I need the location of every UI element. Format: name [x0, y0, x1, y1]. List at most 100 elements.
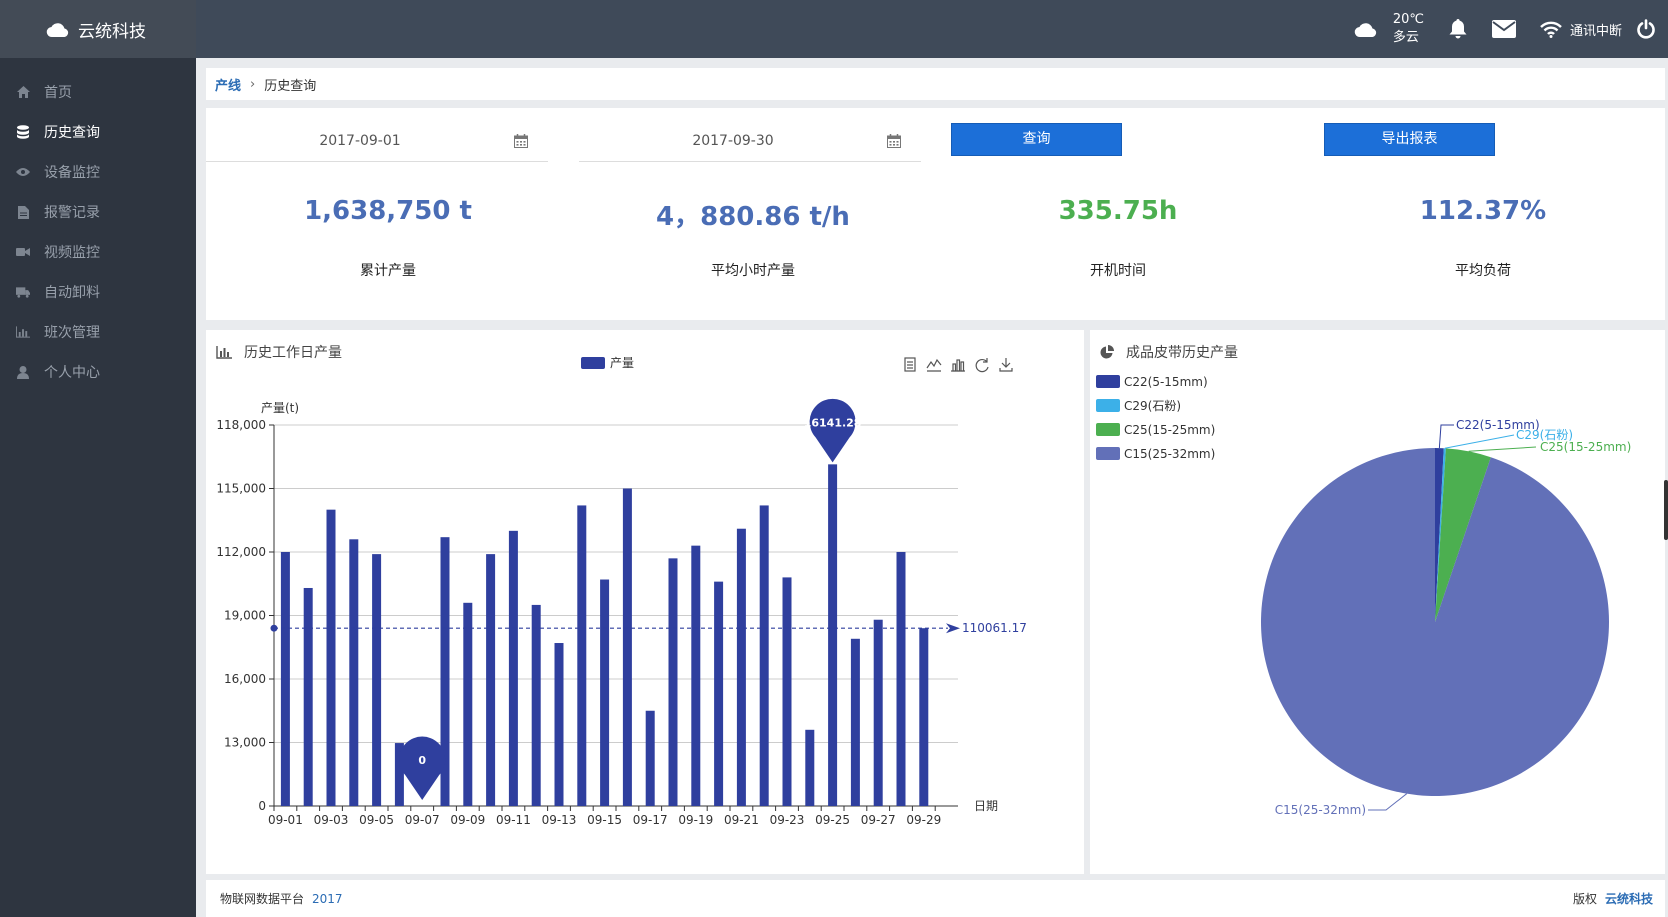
pie-leader-line: [1438, 424, 1454, 449]
bar: [372, 554, 382, 806]
sidebar-item-2[interactable]: 设备监控: [0, 152, 196, 192]
logo[interactable]: 云统科技: [0, 0, 196, 58]
stat-label: 开机时间: [1090, 263, 1146, 279]
bell-icon[interactable]: [1448, 18, 1468, 40]
restore-icon[interactable]: [975, 358, 989, 373]
file-icon: [16, 205, 30, 219]
bar: [280, 552, 290, 806]
weather-widget: 20℃ 多云: [1353, 11, 1424, 47]
chevron-right-icon: ›: [250, 76, 256, 92]
bar: [850, 638, 860, 806]
database-icon: [16, 125, 30, 139]
marker-label: 0: [418, 754, 426, 767]
legend-item: 产量: [581, 356, 634, 370]
stat-label: 平均负荷: [1455, 263, 1511, 279]
footer-year: 2017: [312, 892, 343, 906]
user-icon: [16, 365, 30, 379]
x-tick-label: 09-17: [633, 813, 668, 827]
y-tick-label: 112,000: [216, 545, 266, 559]
bar: [531, 604, 541, 806]
sidebar-item-label: 自动卸料: [44, 285, 100, 301]
pie-label: C15(25-32mm): [1275, 803, 1366, 817]
daily-output-chart-panel: 历史工作日产量 产量 产量(t) 0 13,000 16,000 19,000 112,00…: [206, 330, 1084, 874]
query-button[interactable]: 查询: [951, 123, 1122, 156]
breadcrumb-current: 历史查询: [264, 78, 317, 94]
sidebar-item-label: 班次管理: [44, 325, 100, 341]
end-date-field[interactable]: 2017-09-30: [579, 120, 921, 162]
belt-output-pie-panel: 成品皮带历史产量 C22(5-15mm) C29(石粉) C25(15-25mm) C…: [1090, 330, 1665, 874]
bar: [919, 628, 929, 806]
sidebar-item-4[interactable]: 视频监控: [0, 232, 196, 272]
legend-swatch: [1096, 399, 1120, 412]
sidebar-item-6[interactable]: 班次管理: [0, 312, 196, 352]
stat-total-output: 1,638,750 t 累计产量: [206, 196, 570, 280]
stat-running-time: 335.75h 开机时间: [936, 196, 1300, 280]
logo-text: 云统科技: [78, 21, 146, 42]
power-icon[interactable]: [1636, 19, 1656, 39]
start-date-field[interactable]: 2017-09-01: [206, 120, 548, 162]
data-view-icon[interactable]: [904, 357, 916, 372]
legend-swatch: [1096, 447, 1120, 460]
network-status[interactable]: 通讯中断: [1540, 20, 1622, 39]
chart-toolbox: [904, 357, 1013, 373]
bar-chart-icon: [16, 325, 30, 339]
x-tick-label: 09-29: [906, 813, 941, 827]
bar: [645, 710, 655, 806]
breadcrumb-link-production-line[interactable]: 产线: [215, 78, 242, 94]
sidebar-item-0[interactable]: 首页: [0, 72, 196, 112]
x-tick-label: 09-19: [678, 813, 713, 827]
sidebar-item-3[interactable]: 报警记录: [0, 192, 196, 232]
scrollbar-handle[interactable]: [1664, 480, 1668, 540]
marker-pin: [399, 736, 446, 800]
panel-title-text: 成品皮带历史产量: [1126, 345, 1238, 361]
temperature: 20℃: [1392, 12, 1424, 27]
pie-chart-icon: [1100, 345, 1114, 359]
bar-switch-icon[interactable]: [951, 359, 965, 372]
mail-icon[interactable]: [1491, 20, 1516, 38]
calendar-icon[interactable]: [514, 133, 538, 148]
x-axis-label: 日期: [974, 799, 998, 813]
pie-label: C25(15-25mm): [1540, 440, 1631, 454]
legend-label: C22(5-15mm): [1124, 375, 1208, 389]
x-tick-label: 09-07: [405, 813, 440, 827]
pie-slice: [1261, 448, 1609, 796]
y-tick-label: 13,000: [224, 736, 266, 750]
sidebar-item-label: 历史查询: [44, 125, 100, 141]
pie-slice: [1435, 448, 1491, 622]
bar: [782, 577, 792, 806]
average-line-arrow: [946, 623, 960, 634]
download-icon[interactable]: [999, 358, 1013, 372]
bar: [622, 488, 632, 806]
x-tick-label: 09-01: [268, 813, 303, 827]
eye-icon: [16, 165, 30, 179]
bar: [394, 743, 404, 806]
cloud-icon: [1354, 23, 1376, 38]
stat-value: 1,638,750 t: [304, 196, 472, 226]
line-switch-icon[interactable]: [926, 358, 942, 372]
calendar-icon[interactable]: [887, 133, 911, 148]
bar: [668, 558, 678, 806]
footer-company-link[interactable]: 云统科技: [1604, 892, 1653, 906]
bar: [873, 619, 883, 806]
pie-label: C29(石粉): [1516, 428, 1573, 442]
sidebar-item-7[interactable]: 个人中心: [0, 352, 196, 392]
sidebar-item-label: 首页: [44, 85, 72, 101]
x-tick-label: 09-23: [770, 813, 805, 827]
pie-label: C22(5-15mm): [1456, 418, 1540, 432]
stat-avg-load: 112.37% 平均负荷: [1301, 196, 1665, 280]
x-tick-label: 09-15: [587, 813, 622, 827]
export-report-button[interactable]: 导出报表: [1324, 123, 1495, 156]
sidebar-item-label: 报警记录: [44, 205, 100, 221]
bar: [759, 505, 769, 806]
x-tick-label: 09-09: [450, 813, 485, 827]
sidebar-item-1[interactable]: 历史查询: [0, 112, 196, 152]
average-line-label: 110061.17: [962, 621, 1027, 635]
panel-title-text: 历史工作日产量: [244, 345, 342, 361]
bar: [828, 464, 838, 806]
sidebar-item-5[interactable]: 自动卸料: [0, 272, 196, 312]
bar: [691, 545, 701, 806]
sidebar-item-label: 个人中心: [44, 365, 100, 381]
topbar: 20℃ 多云 通讯中断: [196, 0, 1668, 58]
bar: [508, 530, 518, 806]
bar: [303, 587, 313, 806]
